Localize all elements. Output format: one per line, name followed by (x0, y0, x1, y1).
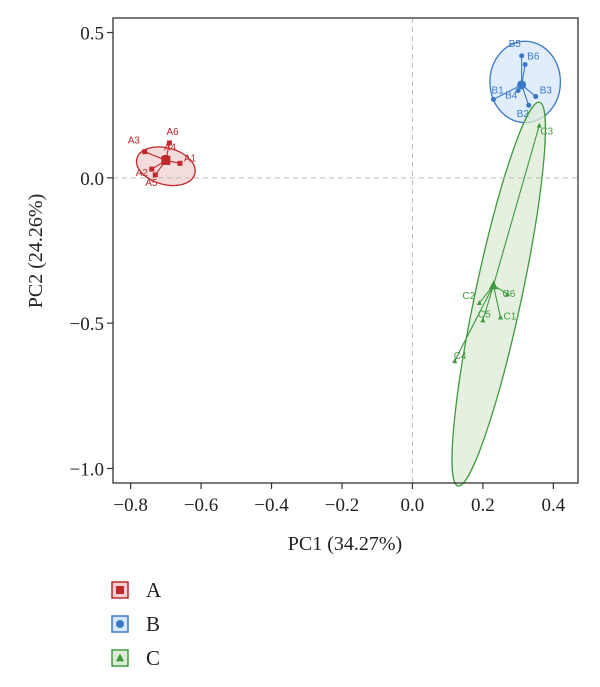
point-a3 (142, 149, 148, 155)
point-label-a2: A2 (136, 168, 149, 179)
y-tick-label-0: −1.0 (70, 459, 104, 480)
point-label-b3: B3 (540, 85, 553, 96)
x-tick-label-1: −0.6 (184, 495, 218, 516)
spoke-b1 (493, 84, 522, 100)
point-label-a5: A5 (145, 178, 158, 189)
spoke-c3 (492, 125, 540, 286)
point-c6 (505, 291, 511, 297)
point-label-a3: A3 (128, 136, 141, 147)
legend: ABC (111, 578, 162, 670)
spoke-c1 (492, 285, 502, 318)
point-c2 (476, 299, 482, 305)
centroid-b (517, 80, 527, 90)
zero-lines (113, 18, 578, 483)
point-label-c6: C6 (503, 289, 516, 300)
legend-marker-c (116, 653, 124, 662)
point-label-a6: A6 (166, 127, 179, 138)
point-c1 (498, 314, 503, 320)
x-axis-title: PC1 (34.27%) (288, 533, 402, 555)
x-tick-label-0: −0.8 (113, 495, 147, 516)
legend-marker-a (116, 586, 124, 594)
legend-label-b: B (146, 612, 160, 636)
point-b5 (519, 53, 525, 59)
x-tick-label-3: −0.2 (325, 495, 359, 516)
x-tick-label-6: 0.4 (541, 495, 565, 516)
point-label-b2: B2 (517, 109, 530, 120)
point-label-b5: B5 (509, 39, 522, 50)
spoke-c4 (454, 285, 494, 362)
plot-frame (112, 17, 579, 484)
ellipse-c (451, 101, 547, 487)
legend-label-c: C (146, 646, 160, 670)
point-label-c2: C2 (462, 291, 475, 302)
y-axis-title: PC2 (24.26%) (25, 194, 47, 308)
y-axis: −1.0 −0.5 0.0 0.5 (70, 24, 113, 480)
point-b1 (490, 96, 496, 102)
point-label-c1: C1 (504, 311, 517, 322)
point-label-c4: C4 (454, 351, 467, 362)
spoke-c5 (482, 285, 494, 321)
point-label-b1: B1 (491, 85, 504, 96)
y-tick-label-1: −0.5 (70, 314, 104, 335)
x-axis: −0.8 −0.6 −0.4 −0.2 0.0 0.2 0.4 (113, 483, 566, 516)
ellipse-a (135, 146, 196, 187)
point-label-c5: C5 (478, 309, 491, 320)
point-c3 (536, 122, 542, 128)
x-tick-label-2: −0.4 (254, 495, 289, 516)
legend-marker-b (116, 620, 124, 628)
point-label-b4: B4 (505, 91, 518, 102)
point-label-a4: A4 (164, 143, 177, 154)
point-c5 (480, 317, 486, 323)
y-tick-label-2: 0.0 (80, 169, 104, 190)
point-a2 (149, 166, 155, 172)
point-label-c3: C3 (540, 127, 553, 138)
point-b4 (515, 88, 521, 94)
point-a6 (166, 140, 172, 146)
point-label-a1: A1 (184, 153, 197, 164)
x-tick-label-5: 0.2 (471, 495, 495, 516)
point-b6 (522, 62, 528, 67)
point-label-b6: B6 (527, 52, 540, 63)
x-tick-label-4: 0.0 (401, 495, 425, 516)
y-tick-label-3: 0.5 (80, 24, 104, 45)
point-b3 (533, 93, 539, 99)
legend-label-a: A (146, 578, 162, 602)
centroid-c (488, 280, 498, 290)
point-a1 (177, 160, 183, 166)
point-b2 (526, 102, 532, 108)
points-layer (142, 53, 542, 364)
ellipses-layer (135, 40, 562, 487)
point-a5 (152, 172, 158, 178)
centroid-a (161, 155, 171, 165)
point-labels: A1 A2 A3 A4 A5 A6 B1 B2 B3 B4 B5 B6 C1 C2 C3 C4 C5 C6 (128, 39, 554, 362)
point-c4 (452, 358, 458, 364)
